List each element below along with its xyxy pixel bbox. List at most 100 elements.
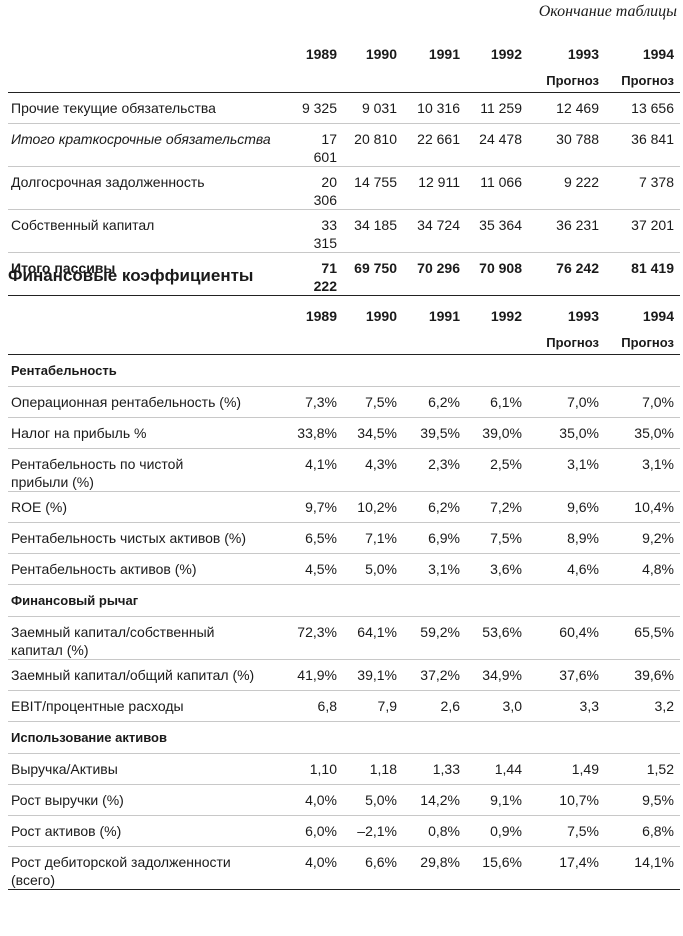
year-header: 1989 bbox=[305, 46, 337, 62]
value-cell: 6,2% bbox=[403, 491, 466, 523]
subheader-row: Прогноз Прогноз bbox=[8, 67, 680, 93]
header-row: 1989 1990 1991 1992 1993 1994 bbox=[8, 40, 680, 67]
value-cell: 10,4% bbox=[605, 491, 680, 523]
value-cell: 12 911 bbox=[403, 166, 466, 210]
value-cell: 9,7% bbox=[293, 491, 343, 523]
forecast-label bbox=[403, 329, 466, 355]
value-cell: 2,3% bbox=[403, 448, 466, 492]
value-cell: 3,2 bbox=[605, 690, 680, 722]
year-header: 1994 bbox=[642, 308, 674, 324]
subheader-cell bbox=[8, 67, 293, 93]
table-row: Налог на прибыль % 33,8% 34,5% 39,5% 39,0% 35… bbox=[8, 417, 680, 449]
value-cell: 53,6% bbox=[466, 616, 528, 660]
table-row: Итого краткосрочные обязательства 17 601 2… bbox=[8, 123, 680, 167]
value-cell: 4,3% bbox=[343, 448, 403, 492]
subheader-row: Прогноз Прогноз bbox=[8, 329, 680, 355]
year-header: 1992 bbox=[490, 308, 522, 324]
table-row: Выручка/Активы 1,10 1,18 1,33 1,44 1,49 1,52 bbox=[8, 753, 680, 785]
section-title: Финансовые коэффициенты bbox=[8, 266, 254, 285]
value-cell: 81 419 bbox=[605, 252, 680, 296]
value-cell: 37 201 bbox=[605, 209, 680, 253]
value-cell: 15,6% bbox=[466, 846, 528, 890]
value-cell: –2,1% bbox=[343, 815, 403, 847]
liabilities-table: 1989 1990 1991 1992 1993 1994 Прогноз Прогноз Пр… bbox=[8, 40, 680, 296]
value-cell: 33 315 bbox=[293, 209, 343, 253]
row-label: EBIT/процентные расходы bbox=[8, 690, 293, 722]
value-cell: 14,1% bbox=[605, 846, 680, 890]
value-cell: 6,2% bbox=[403, 386, 466, 418]
value-cell: 5,0% bbox=[343, 553, 403, 585]
value-cell: 10 316 bbox=[403, 92, 466, 124]
row-label: Рост выручки (%) bbox=[8, 784, 293, 816]
value-cell: 20 306 bbox=[293, 166, 343, 210]
row-label: Долгосрочная задолженность bbox=[8, 166, 293, 210]
value-cell: 1,10 bbox=[293, 753, 343, 785]
value-cell: 9,2% bbox=[605, 522, 680, 554]
value-cell: 20 810 bbox=[343, 123, 403, 167]
forecast-label bbox=[293, 67, 343, 93]
year-header: 1993 bbox=[567, 46, 599, 62]
row-label: Выручка/Активы bbox=[8, 753, 293, 785]
value-cell: 7,5% bbox=[466, 522, 528, 554]
table-row: Заемный капитал/общий капитал (%) 41,9% 39… bbox=[8, 659, 680, 691]
value-cell: 1,49 bbox=[528, 753, 605, 785]
table-row: EBIT/процентные расходы 6,8 7,9 2,6 3,0 3,3 3,… bbox=[8, 690, 680, 722]
group-row: Использование активов bbox=[8, 721, 680, 754]
forecast-label: Прогноз bbox=[605, 329, 680, 355]
value-cell: 6,6% bbox=[343, 846, 403, 890]
value-cell: 3,3 bbox=[528, 690, 605, 722]
table-row: Долгосрочная задолженность 20 306 14 755 12… bbox=[8, 166, 680, 210]
row-label: Прочие текущие обязательства bbox=[8, 92, 293, 124]
header-row: 1989 1990 1991 1992 1993 1994 bbox=[8, 302, 680, 329]
table-row: Рост активов (%) 6,0% –2,1% 0,8% 0,9% 7,5% 6,8… bbox=[8, 815, 680, 847]
table-row: Прочие текущие обязательства 9 325 9 031 10… bbox=[8, 92, 680, 124]
row-label: Рентабельность чистых активов (%) bbox=[8, 522, 293, 554]
value-cell: 37,6% bbox=[528, 659, 605, 691]
value-cell: 34,9% bbox=[466, 659, 528, 691]
value-cell: 12 469 bbox=[528, 92, 605, 124]
row-label: Заемный капитал/собственный капитал (%) bbox=[8, 616, 293, 660]
row-label: ROE (%) bbox=[8, 491, 293, 523]
value-cell: 4,0% bbox=[293, 846, 343, 890]
group-title: Финансовый рычаг bbox=[8, 584, 680, 617]
value-cell: 6,1% bbox=[466, 386, 528, 418]
value-cell: 9 031 bbox=[343, 92, 403, 124]
value-cell: 35,0% bbox=[605, 417, 680, 449]
value-cell: 30 788 bbox=[528, 123, 605, 167]
value-cell: 7,3% bbox=[293, 386, 343, 418]
subheader-cell bbox=[8, 329, 293, 355]
value-cell: 33,8% bbox=[293, 417, 343, 449]
row-label: Рост активов (%) bbox=[8, 815, 293, 847]
value-cell: 3,6% bbox=[466, 553, 528, 585]
value-cell: 1,18 bbox=[343, 753, 403, 785]
value-cell: 76 242 bbox=[528, 252, 605, 296]
value-cell: 8,9% bbox=[528, 522, 605, 554]
table-row: ROE (%) 9,7% 10,2% 6,2% 7,2% 9,6% 10,4% bbox=[8, 491, 680, 523]
value-cell: 9 222 bbox=[528, 166, 605, 210]
group-row: Рентабельность bbox=[8, 354, 680, 387]
value-cell: 14,2% bbox=[403, 784, 466, 816]
value-cell: 7,9 bbox=[343, 690, 403, 722]
value-cell: 3,1% bbox=[605, 448, 680, 492]
header-cell bbox=[8, 40, 293, 67]
value-cell: 36 841 bbox=[605, 123, 680, 167]
value-cell: 22 661 bbox=[403, 123, 466, 167]
value-cell: 29,8% bbox=[403, 846, 466, 890]
value-cell: 9 325 bbox=[293, 92, 343, 124]
forecast-label bbox=[293, 329, 343, 355]
forecast-label bbox=[343, 329, 403, 355]
value-cell: 1,33 bbox=[403, 753, 466, 785]
table-row: Операционная рентабельность (%) 7,3% 7,5% 6… bbox=[8, 386, 680, 418]
value-cell: 0,9% bbox=[466, 815, 528, 847]
value-cell: 7,0% bbox=[528, 386, 605, 418]
value-cell: 70 908 bbox=[466, 252, 528, 296]
value-cell: 6,0% bbox=[293, 815, 343, 847]
value-cell: 17,4% bbox=[528, 846, 605, 890]
row-label: Итого краткосрочные обязательства bbox=[8, 123, 293, 167]
forecast-label bbox=[466, 67, 528, 93]
table-row: Рост дебиторской задолженности (всего) 4,… bbox=[8, 846, 680, 890]
row-label: Налог на прибыль % bbox=[8, 417, 293, 449]
value-cell: 36 231 bbox=[528, 209, 605, 253]
ratios-table: 1989 1990 1991 1992 1993 1994 Прогноз Прогноз Ре… bbox=[8, 302, 680, 890]
forecast-label: Прогноз bbox=[528, 329, 605, 355]
